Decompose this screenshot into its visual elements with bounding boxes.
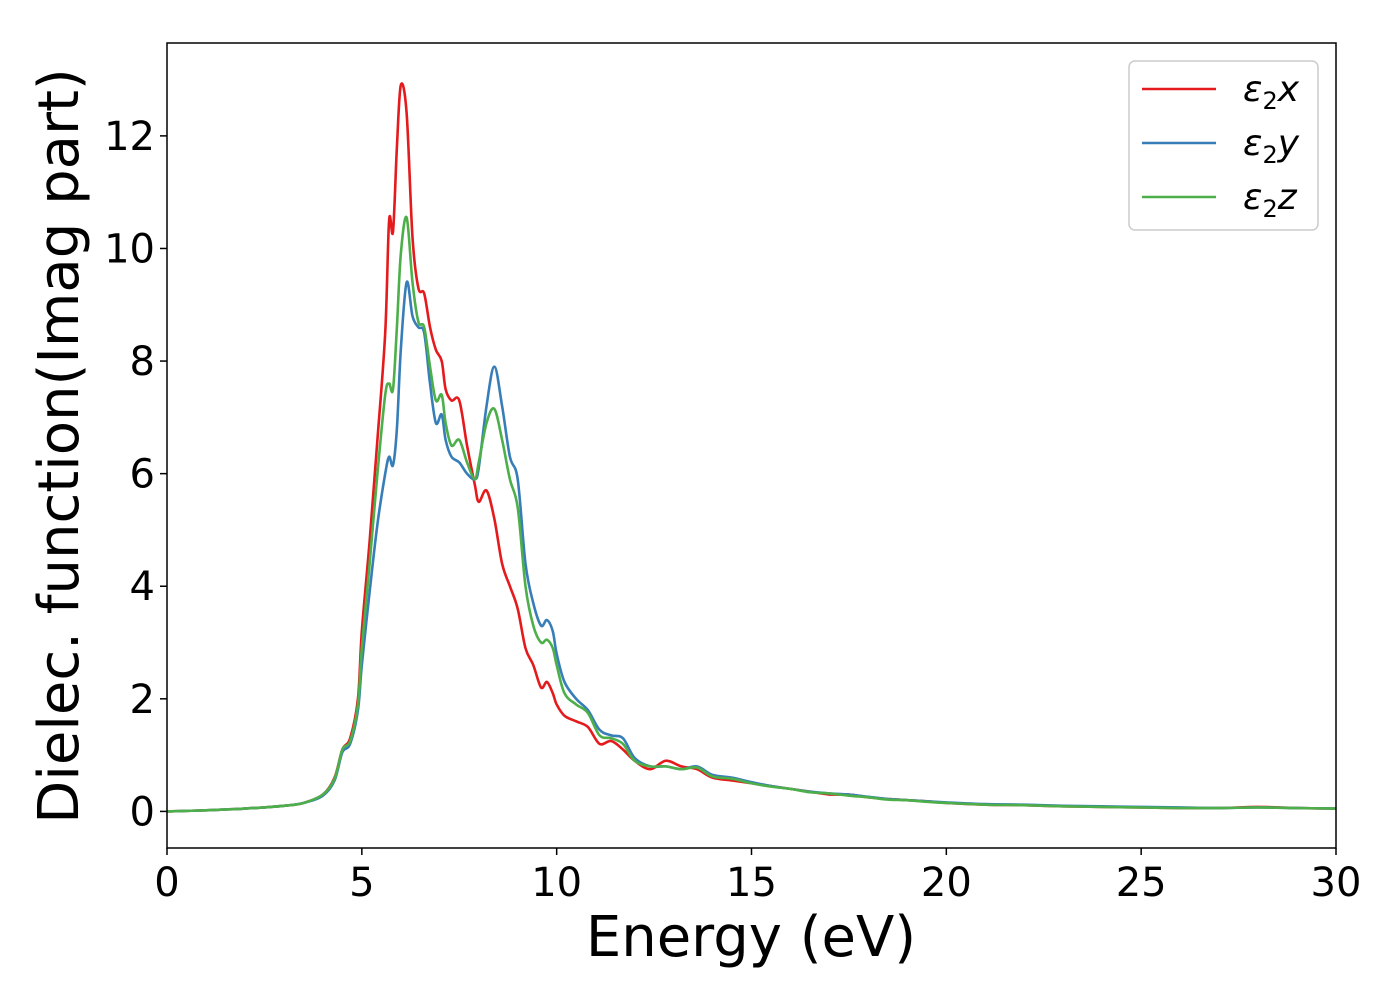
legend-label-z: ε2z — [1243, 177, 1298, 223]
y-tick-label: 10 — [104, 226, 155, 272]
legend-label-x: ε2x — [1243, 69, 1300, 115]
x-tick-label: 5 — [349, 860, 374, 906]
x-axis-title: Energy (eV) — [586, 905, 916, 970]
series-line-z — [166, 215, 1337, 813]
y-tick-label: 8 — [130, 339, 155, 385]
y-axis-title: Dielec. function(Imag part) — [27, 68, 92, 824]
series-line-y — [166, 280, 1337, 813]
legend: ε2x ε2y ε2z — [1128, 60, 1319, 231]
x-tick-label: 30 — [1311, 860, 1362, 906]
x-tick-label: 0 — [154, 860, 179, 906]
y-tick-label: 4 — [130, 564, 155, 610]
y-tick-label: 12 — [104, 114, 155, 160]
y-tick-label: 0 — [130, 789, 155, 835]
legend-label-y: ε2y — [1243, 123, 1300, 169]
x-tick-label: 20 — [921, 860, 972, 906]
y-tick-label: 2 — [130, 677, 155, 723]
legend-box — [1128, 60, 1319, 231]
axis-ticks: 0 5 10 15 20 25 30 0 2 4 6 8 10 12 — [104, 114, 1361, 906]
x-tick-label: 25 — [1116, 860, 1167, 906]
x-tick-label: 15 — [726, 860, 777, 906]
series-lines — [166, 82, 1337, 813]
y-tick-label: 6 — [130, 452, 155, 498]
x-tick-label: 10 — [531, 860, 582, 906]
